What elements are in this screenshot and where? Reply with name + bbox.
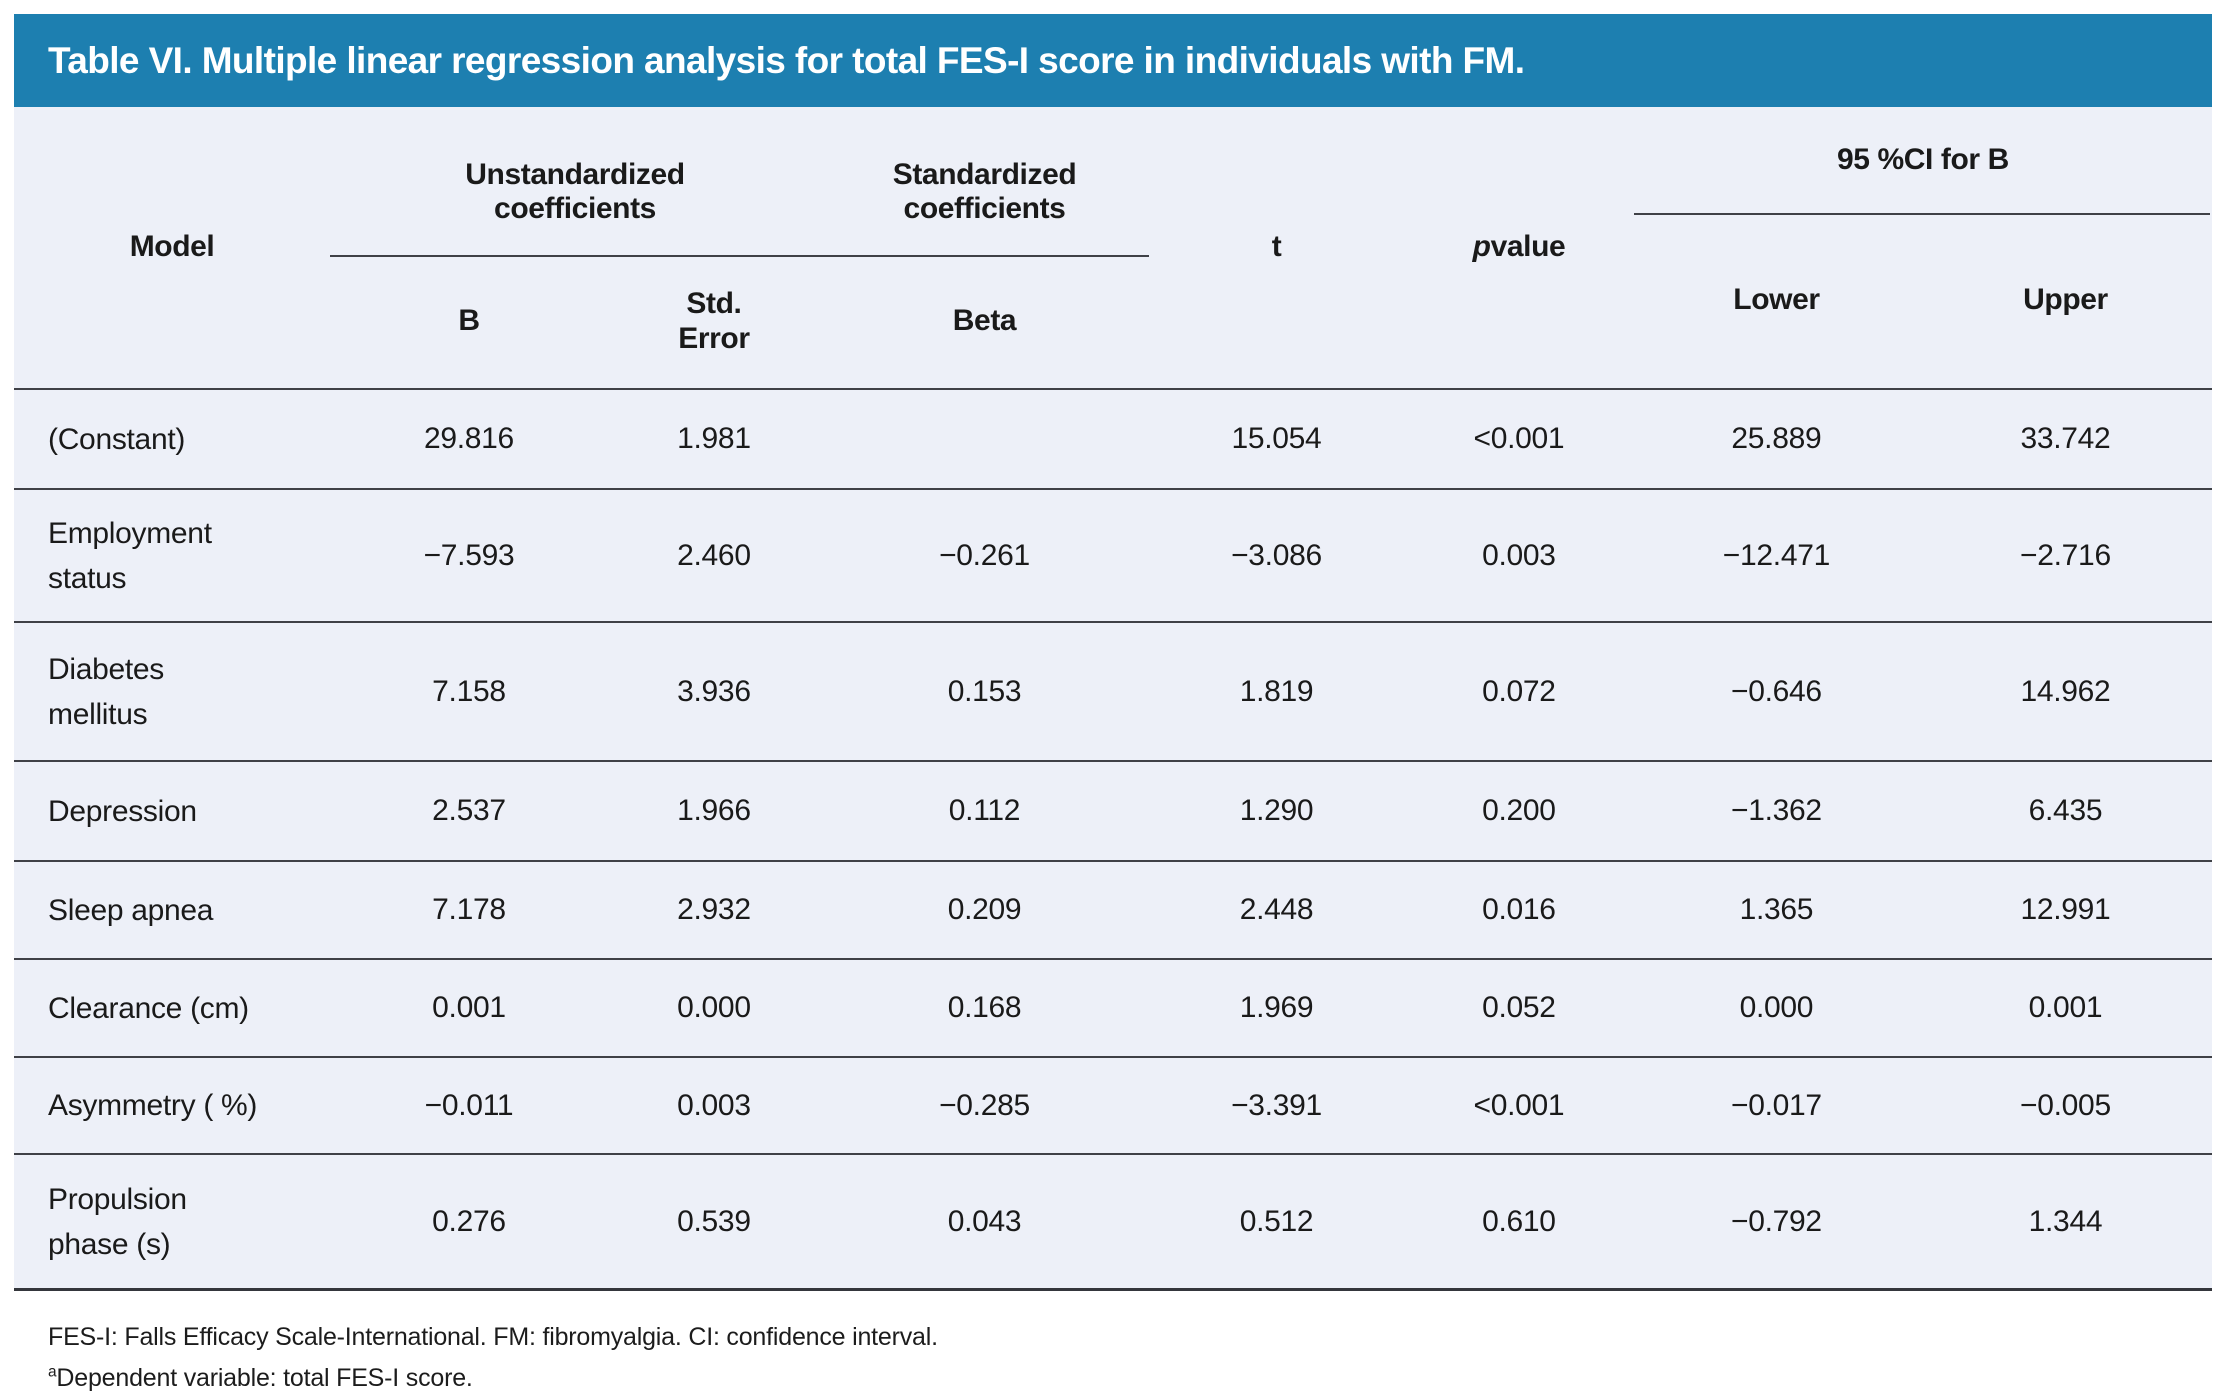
table-row: Asymmetry ( %) −0.011 0.003 −0.285 −3.39… xyxy=(14,1058,2212,1155)
cell-t: −3.086 xyxy=(1231,538,1322,572)
cell-beta: 0.043 xyxy=(947,1204,1022,1238)
cell-beta: 0.153 xyxy=(947,674,1022,708)
cell-lower: −0.792 xyxy=(1731,1204,1822,1238)
cell-p: 0.052 xyxy=(1482,991,1556,1024)
cell-p: 0.003 xyxy=(1482,538,1556,572)
cell-t: 0.512 xyxy=(1239,1204,1314,1238)
cell-t: 2.448 xyxy=(1239,893,1314,926)
cell-b: −7.593 xyxy=(423,538,515,572)
cell-model: Sleep apnea xyxy=(48,893,214,927)
cell-p: 0.610 xyxy=(1482,1204,1556,1238)
header-lower: Lower xyxy=(1733,283,1820,317)
cell-p: 0.200 xyxy=(1482,794,1556,827)
header-std-error: Std. Error xyxy=(678,287,750,355)
header-group-ci: 95 %CI for B xyxy=(1837,142,2009,176)
cell-std-error: 2.932 xyxy=(677,893,751,926)
cell-lower: −0.017 xyxy=(1731,1088,1822,1122)
cell-lower: 25.889 xyxy=(1731,422,1822,455)
header-model: Model xyxy=(129,230,215,264)
footnote-superscript-a: a xyxy=(48,1363,57,1381)
cell-t: 1.290 xyxy=(1239,794,1314,827)
cell-beta xyxy=(820,390,1149,488)
header-p-value: p value xyxy=(1404,107,1634,388)
cell-std-error: 0.539 xyxy=(677,1204,751,1238)
table-header: Model Unstandardized coefficients Standa… xyxy=(14,107,2212,390)
cell-b: 7.158 xyxy=(432,674,506,708)
table-row: Clearance (cm) 0.001 0.000 0.168 1.969 0… xyxy=(14,960,2212,1058)
cell-upper: −0.005 xyxy=(2020,1088,2111,1122)
cell-model: Asymmetry ( %) xyxy=(48,1089,258,1122)
header-upper: Upper xyxy=(2023,283,2108,317)
cell-t: 15.054 xyxy=(1231,422,1322,455)
cell-std-error: 1.981 xyxy=(677,422,751,455)
cell-b: 7.178 xyxy=(432,893,506,926)
table-title-bar: Table VI. Multiple linear regression ana… xyxy=(14,14,2212,107)
cell-std-error: 1.966 xyxy=(677,794,751,827)
cell-beta: −0.261 xyxy=(939,538,1030,572)
cell-upper: 6.435 xyxy=(2028,794,2103,827)
cell-std-error: 0.000 xyxy=(677,991,751,1024)
cell-lower: −1.362 xyxy=(1731,794,1822,827)
table-row: Depression 2.537 1.966 0.112 1.290 0.200… xyxy=(14,762,2212,862)
footnotes: FES-I: Falls Efficacy Scale-Internationa… xyxy=(14,1291,2212,1400)
table-title: Table VI. Multiple linear regression ana… xyxy=(48,39,1525,81)
table-row: Employment status −7.593 2.460 −0.261 −3… xyxy=(14,490,2212,623)
cell-upper: 14.962 xyxy=(2020,674,2111,708)
cell-lower: −0.646 xyxy=(1731,674,1822,708)
footnote-dependent-text: Dependent variable: total FES-I score. xyxy=(56,1364,473,1393)
cell-b: 0.001 xyxy=(432,991,506,1024)
cell-beta: −0.285 xyxy=(939,1088,1030,1122)
footnote-abbreviations: FES-I: Falls Efficacy Scale-Internationa… xyxy=(48,1323,938,1351)
header-b: B xyxy=(458,304,480,338)
cell-model: Diabetes mellitus xyxy=(48,652,165,731)
cell-t: 1.819 xyxy=(1239,674,1314,708)
cell-beta: 0.209 xyxy=(947,893,1022,926)
cell-upper: 33.742 xyxy=(2020,422,2111,455)
cell-p: <0.001 xyxy=(1473,422,1565,455)
cell-upper: 12.991 xyxy=(2020,893,2111,926)
cell-b: 0.276 xyxy=(432,1204,506,1238)
cell-model: Clearance (cm) xyxy=(48,991,249,1025)
regression-table: Table VI. Multiple linear regression ana… xyxy=(14,14,2212,1400)
table-body: (Constant) 29.816 1.981 15.054 <0.001 25… xyxy=(14,390,2212,1291)
header-p-italic: p xyxy=(1472,230,1491,264)
header-group-standardized: Standardized coefficients xyxy=(892,157,1077,226)
cell-model: Employment status xyxy=(48,516,212,595)
table-row: (Constant) 29.816 1.981 15.054 <0.001 25… xyxy=(14,390,2212,490)
ci-spanner-rule xyxy=(1633,213,2210,215)
cell-model: Propulsion phase (s) xyxy=(48,1182,187,1261)
cell-upper: 1.344 xyxy=(2028,1204,2103,1238)
cell-p: 0.016 xyxy=(1482,893,1556,926)
cell-upper: −2.716 xyxy=(2020,538,2111,572)
header-p-rest: value xyxy=(1490,230,1566,264)
table-row: Propulsion phase (s) 0.276 0.539 0.043 0… xyxy=(14,1155,2212,1291)
cell-lower: 1.365 xyxy=(1739,893,1814,926)
footnote-dependent-variable: aDependent variable: total FES-I score. xyxy=(48,1358,2212,1399)
cell-p: 0.072 xyxy=(1482,674,1556,708)
header-group-unstandardized: Unstandardized coefficients xyxy=(465,157,685,226)
coefficients-spanner-rule xyxy=(330,255,1150,257)
cell-p: <0.001 xyxy=(1473,1088,1565,1122)
cell-t: −3.391 xyxy=(1231,1088,1322,1122)
cell-beta: 0.168 xyxy=(947,991,1022,1024)
cell-std-error: 0.003 xyxy=(677,1088,751,1122)
cell-std-error: 2.460 xyxy=(677,538,751,572)
cell-b: 29.816 xyxy=(423,422,514,455)
cell-lower: −12.471 xyxy=(1722,538,1830,572)
cell-b: 2.537 xyxy=(432,794,506,827)
cell-upper: 0.001 xyxy=(2028,991,2103,1024)
cell-lower: 0.000 xyxy=(1739,991,1814,1024)
table-row: Sleep apnea 7.178 2.932 0.209 2.448 0.01… xyxy=(14,862,2212,960)
cell-std-error: 3.936 xyxy=(677,674,751,708)
cell-model: Depression xyxy=(48,794,197,828)
header-t: t xyxy=(1271,230,1282,264)
cell-b: −0.011 xyxy=(424,1088,514,1122)
header-beta: Beta xyxy=(952,304,1017,338)
table-row: Diabetes mellitus 7.158 3.936 0.153 1.81… xyxy=(14,623,2212,762)
cell-model: (Constant) xyxy=(48,422,186,456)
cell-beta: 0.112 xyxy=(948,794,1021,827)
cell-t: 1.969 xyxy=(1239,991,1314,1024)
